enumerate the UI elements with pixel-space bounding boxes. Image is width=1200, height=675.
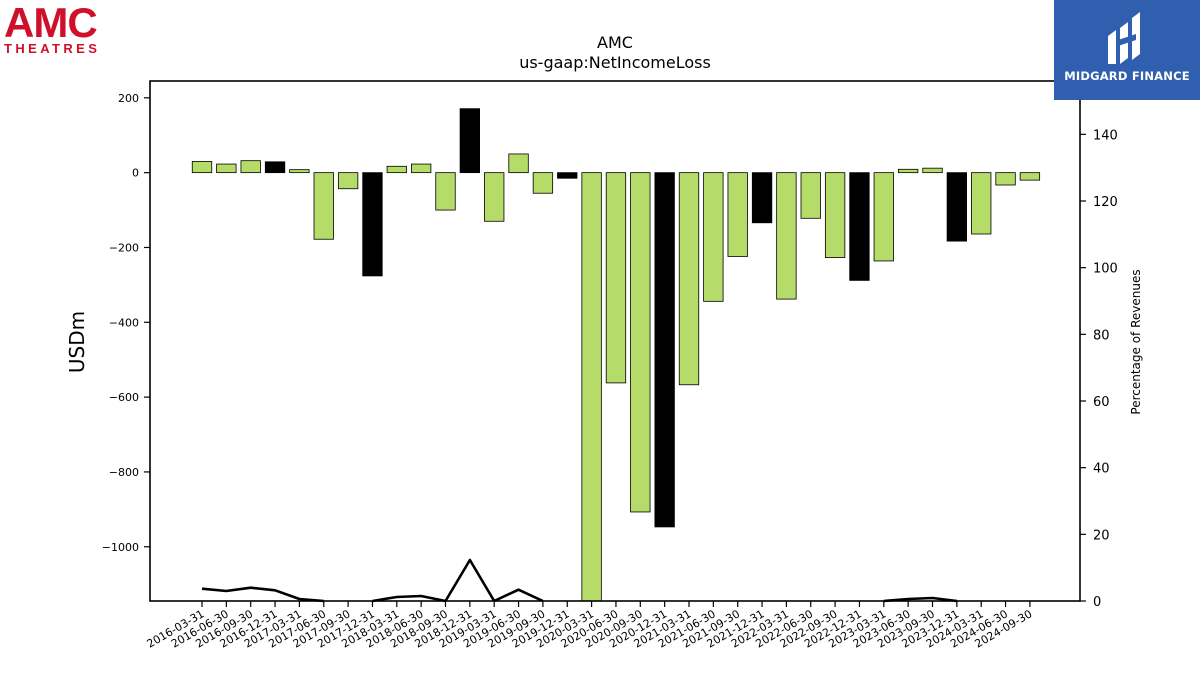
- bar-2021-06-30: [703, 172, 724, 302]
- bar-2024-09-30: [1019, 172, 1041, 181]
- bar-2020-09-30: [630, 172, 651, 513]
- x-axis-ticks: 2016-03-312016-06-302016-09-302016-12-31…: [145, 601, 1034, 651]
- ratio-line-segment: [883, 596, 958, 603]
- bar-2022-12-31: [849, 172, 870, 281]
- amc-logo-subtext: THEATRES: [4, 41, 101, 56]
- y2-tick-label: 100: [1093, 262, 1118, 277]
- ratio-line-segment: [201, 586, 324, 603]
- bar-2023-09-30: [922, 167, 943, 174]
- bar-2018-06-30: [410, 163, 432, 174]
- y2-tick-label: 60: [1093, 395, 1110, 410]
- bar-2017-03-31: [289, 169, 310, 174]
- bar-2022-09-30: [824, 172, 846, 258]
- chart-title: AMC: [597, 33, 633, 52]
- bars-layer: [191, 108, 1041, 602]
- right-axis-ticks: 0 20 40 60 80 100 120 140: [1080, 128, 1118, 610]
- bar-2017-12-31: [362, 172, 383, 277]
- bar-2022-06-30: [800, 172, 821, 219]
- bar-2016-06-30: [216, 163, 237, 174]
- bar-2019-09-30: [532, 172, 554, 194]
- bar-2019-06-30: [508, 153, 529, 174]
- bar-2020-12-31: [654, 172, 675, 528]
- y2-tick-label: 80: [1093, 328, 1110, 343]
- y-tick-label: −1000: [102, 541, 139, 554]
- bar-2021-09-30: [727, 172, 748, 257]
- y2-tick-label: 140: [1093, 128, 1118, 143]
- ratio-line-layer: [201, 558, 958, 603]
- y2-axis-label: Percentage of Revenues: [1129, 269, 1143, 414]
- plot-frame: [149, 80, 1081, 602]
- bar-2024-06-30: [995, 172, 1016, 186]
- y-tick-label: 200: [118, 92, 139, 105]
- ratio-line-segment: [372, 594, 446, 603]
- bar-2016-03-31: [191, 161, 213, 174]
- midgard-finance-logo: MIDGARD FINANCE: [1054, 0, 1200, 100]
- bar-2019-12-31: [557, 172, 578, 179]
- bar-2020-03-31: [581, 172, 602, 602]
- y-tick-label: −600: [109, 391, 139, 404]
- y-tick-label: −200: [109, 241, 139, 254]
- midgard-logo-text: MIDGARD FINANCE: [1064, 69, 1190, 83]
- bar-2019-03-31: [484, 172, 505, 222]
- amc-theatres-logo: AMC THEATRES: [4, 2, 134, 58]
- bar-2016-09-30: [240, 160, 261, 174]
- bar-2022-03-31: [776, 172, 797, 300]
- chart-subtitle: us-gaap:NetIncomeLoss: [519, 53, 711, 72]
- y-tick-label: −800: [109, 466, 139, 479]
- y-tick-label: −400: [109, 316, 139, 329]
- bar-2017-09-30: [337, 172, 359, 190]
- bar-2024-03-31: [971, 172, 992, 235]
- bar-2023-06-30: [898, 168, 919, 174]
- ratio-line-segment: [493, 588, 544, 603]
- amc-logo-word: AMC: [4, 0, 98, 46]
- y2-tick-label: 40: [1093, 462, 1110, 477]
- y-axis-label: USDm: [65, 311, 89, 373]
- bar-2021-12-31: [751, 172, 773, 224]
- bar-2021-03-31: [678, 172, 700, 386]
- bar-2018-09-30: [435, 172, 456, 211]
- ratio-line-segment: [444, 558, 496, 602]
- bar-2023-12-31: [946, 172, 967, 242]
- midgard-mark-icon: [1108, 12, 1140, 64]
- bar-2018-12-31: [459, 108, 481, 174]
- y2-tick-label: 120: [1093, 195, 1118, 210]
- bar-2023-03-31: [873, 172, 894, 262]
- bar-2016-12-31: [264, 161, 286, 174]
- y2-tick-label: 0: [1093, 595, 1101, 610]
- left-axis-ticks: 200 0 −200 −400 −600 −800 −1000: [102, 92, 150, 554]
- bar-2018-03-31: [386, 165, 407, 174]
- bar-2017-06-30: [313, 172, 334, 240]
- y-tick-label: 0: [132, 167, 139, 180]
- y2-tick-label: 20: [1093, 528, 1110, 543]
- bar-2020-06-30: [605, 172, 627, 384]
